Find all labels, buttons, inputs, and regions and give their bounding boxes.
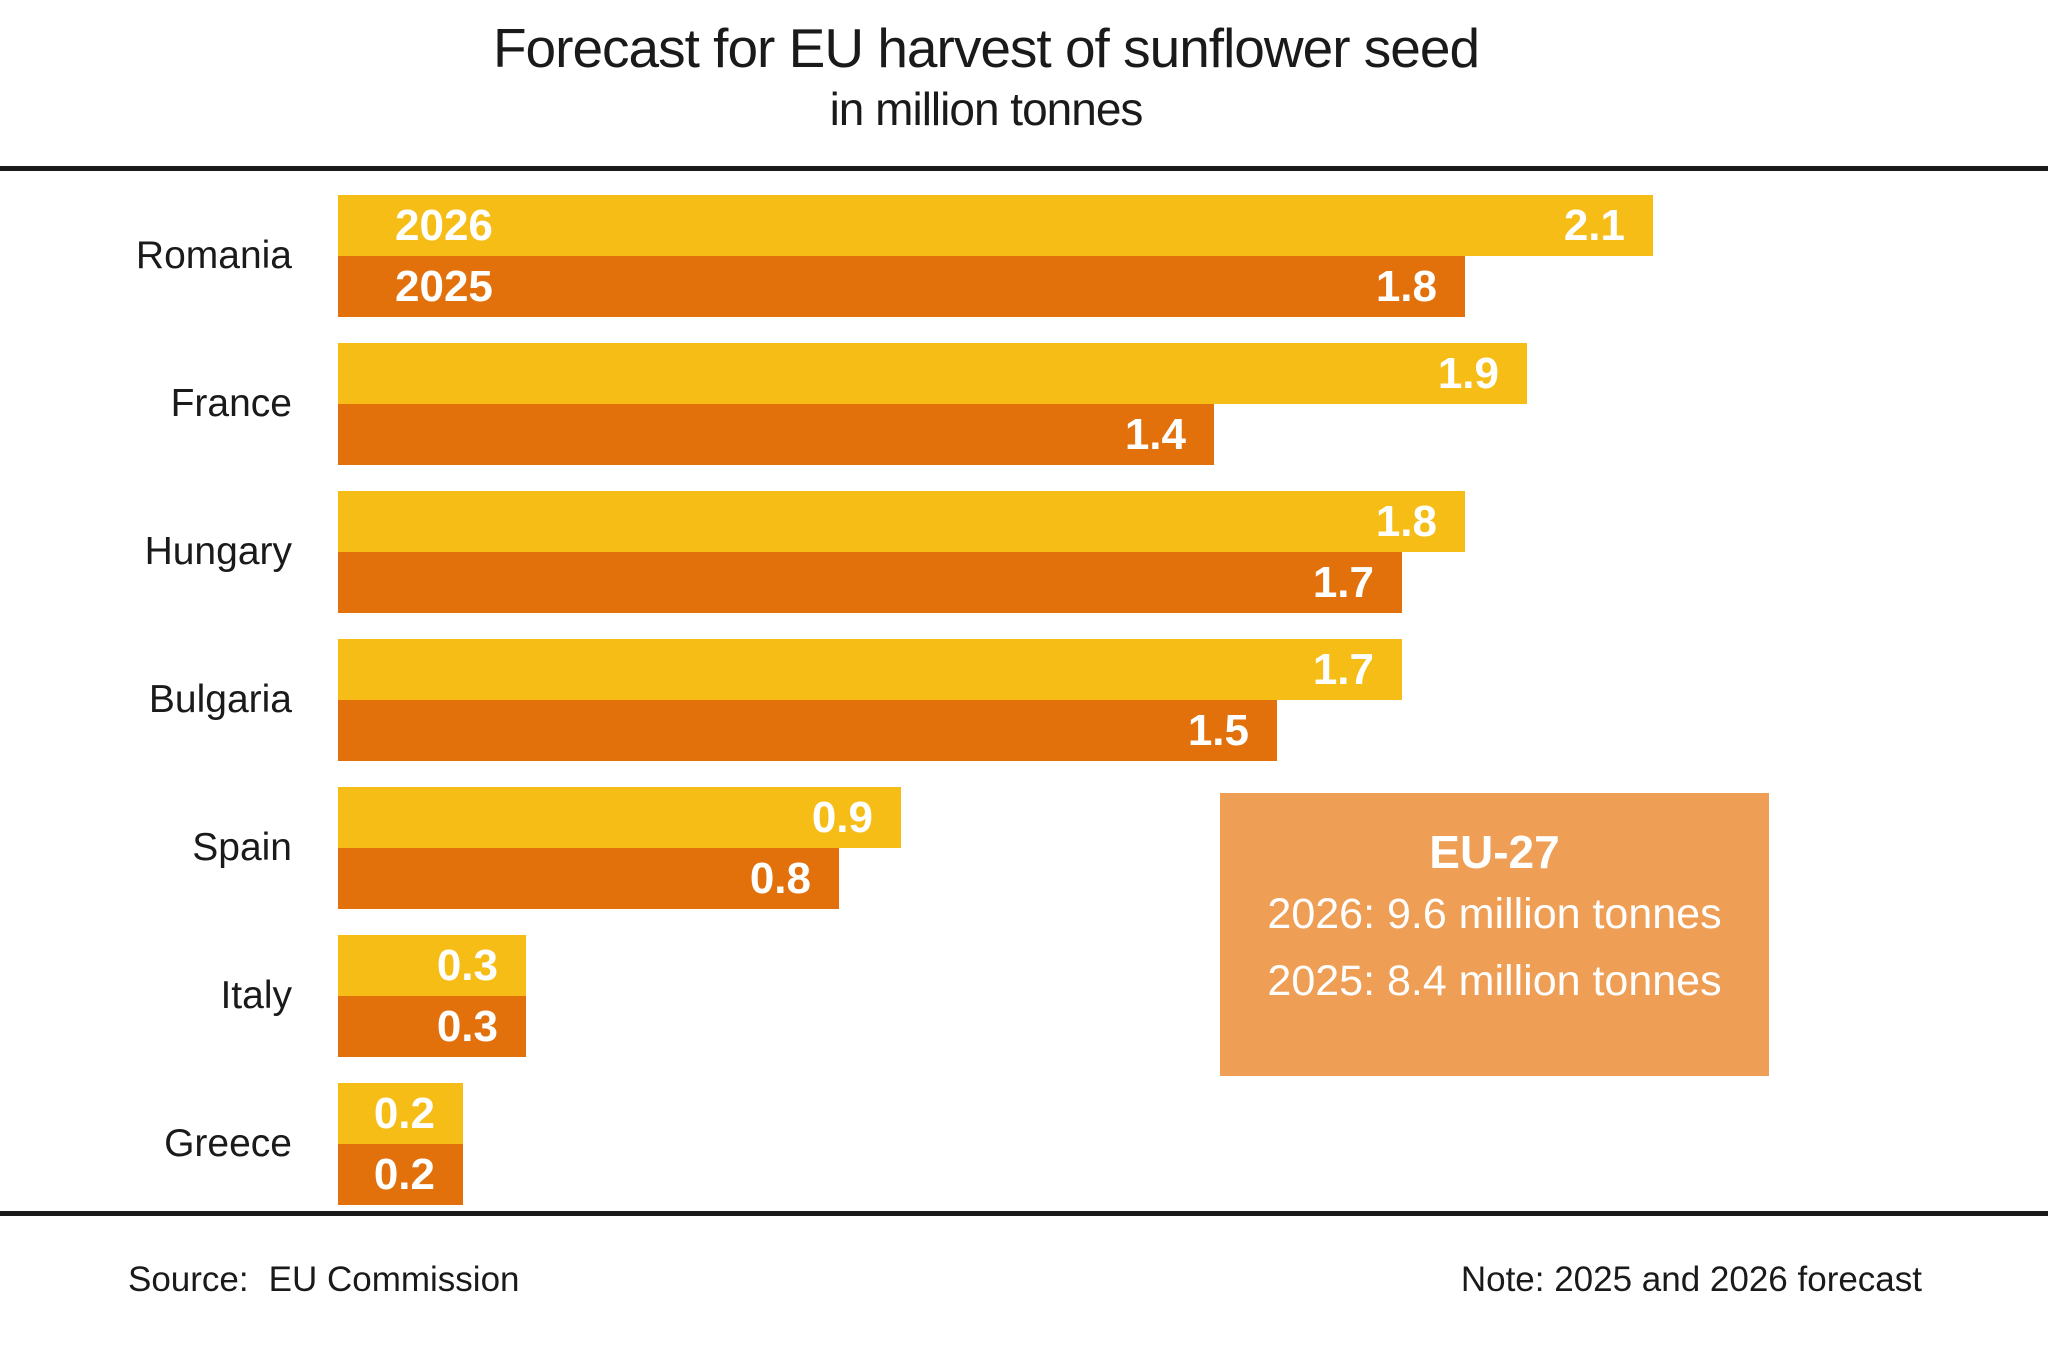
value-label: 1.4: [1124, 410, 1186, 459]
bar-hungary-2025: 1.7: [338, 552, 1402, 613]
country-label: Hungary: [144, 530, 292, 573]
country-group-france: France 1.9 1.4: [0, 343, 1653, 465]
eu27-line-2026: 2026: 9.6 million tonnes: [1267, 890, 1722, 938]
eu27-line-2025: 2025: 8.4 million tonnes: [1267, 957, 1722, 1005]
country-group-bulgaria: Bulgaria 1.7 1.5: [0, 639, 1653, 761]
bar-hungary-2026: 1.8: [338, 491, 1465, 552]
bar-bulgaria-2025: 1.5: [338, 700, 1277, 761]
bar-italy-2025: 0.3: [338, 996, 526, 1057]
source-label: Source:: [128, 1260, 249, 1299]
country-label: Bulgaria: [148, 678, 292, 721]
country-label: France: [170, 382, 292, 425]
bar-pair: 1.7 1.5: [338, 639, 1402, 761]
bottom-divider: [0, 1211, 2048, 1216]
value-label: 1.7: [1312, 558, 1374, 607]
bar-chart: Romania 2026 2.1 2025 1.8 France 1.9 1.4 Hungary…: [0, 195, 1653, 1231]
source-note: Source: EU Commission: [128, 1260, 520, 1300]
value-label: 1.7: [1312, 645, 1374, 694]
bar-romania-2025: 2025 1.8: [338, 256, 1465, 317]
bar-france-2026: 1.9: [338, 343, 1527, 404]
chart-title: Forecast for EU harvest of sunflower see…: [492, 17, 1480, 79]
chart-subtitle: in million tonnes: [829, 83, 1144, 135]
country-label: Romania: [135, 234, 292, 277]
bar-pair: 1.8 1.7: [338, 491, 1465, 613]
bar-bulgaria-2026: 1.7: [338, 639, 1402, 700]
value-label: 0.3: [436, 941, 498, 990]
bar-greece-2026: 0.2: [338, 1083, 463, 1144]
value-label: 0.8: [749, 854, 811, 903]
bar-pair: 0.2 0.2: [338, 1083, 463, 1205]
chart-header: Forecast for EU harvest of sunflower see…: [0, 0, 1972, 138]
value-label: 1.5: [1187, 706, 1249, 755]
bar-pair: 1.9 1.4: [338, 343, 1527, 465]
country-group-greece: Greece 0.2 0.2: [0, 1083, 1653, 1205]
country-label: Spain: [192, 826, 292, 869]
bar-greece-2025: 0.2: [338, 1144, 463, 1205]
value-label: 1.8: [1375, 497, 1437, 546]
value-label: 0.2: [373, 1089, 435, 1138]
country-group-italy: Italy 0.3 0.3: [0, 935, 1653, 1057]
value-label: 0.2: [373, 1150, 435, 1199]
country-label: Greece: [164, 1122, 292, 1165]
eu27-annotation-box: EU-27 2026: 9.6 million tonnes 2025: 8.4…: [1220, 793, 1769, 1076]
country-group-spain: Spain 0.9 0.8: [0, 787, 1653, 909]
series-label-2026: 2026: [395, 201, 493, 250]
bar-pair: 0.9 0.8: [338, 787, 901, 909]
forecast-note: Note: 2025 and 2026 forecast: [1460, 1260, 1922, 1299]
bar-romania-2026: 2026 2.1: [338, 195, 1653, 256]
value-label: 0.3: [436, 1002, 498, 1051]
source-value: EU Commission: [268, 1260, 520, 1299]
value-label: 0.9: [811, 793, 873, 842]
country-group-hungary: Hungary 1.8 1.7: [0, 491, 1653, 613]
value-label: 1.8: [1375, 262, 1437, 311]
bar-pair: 2026 2.1 2025 1.8: [338, 195, 1653, 317]
eu27-title: EU-27: [1429, 826, 1560, 878]
bar-italy-2026: 0.3: [338, 935, 526, 996]
country-label: Italy: [220, 974, 292, 1017]
country-group-romania: Romania 2026 2.1 2025 1.8: [0, 195, 1653, 317]
series-label-2025: 2025: [395, 262, 493, 311]
value-label: 2.1: [1563, 201, 1625, 250]
top-divider: [0, 166, 2048, 171]
bar-spain-2026: 0.9: [338, 787, 901, 848]
value-label: 1.9: [1437, 349, 1499, 398]
bar-pair: 0.3 0.3: [338, 935, 526, 1057]
bar-france-2025: 1.4: [338, 404, 1214, 465]
bar-spain-2025: 0.8: [338, 848, 839, 909]
